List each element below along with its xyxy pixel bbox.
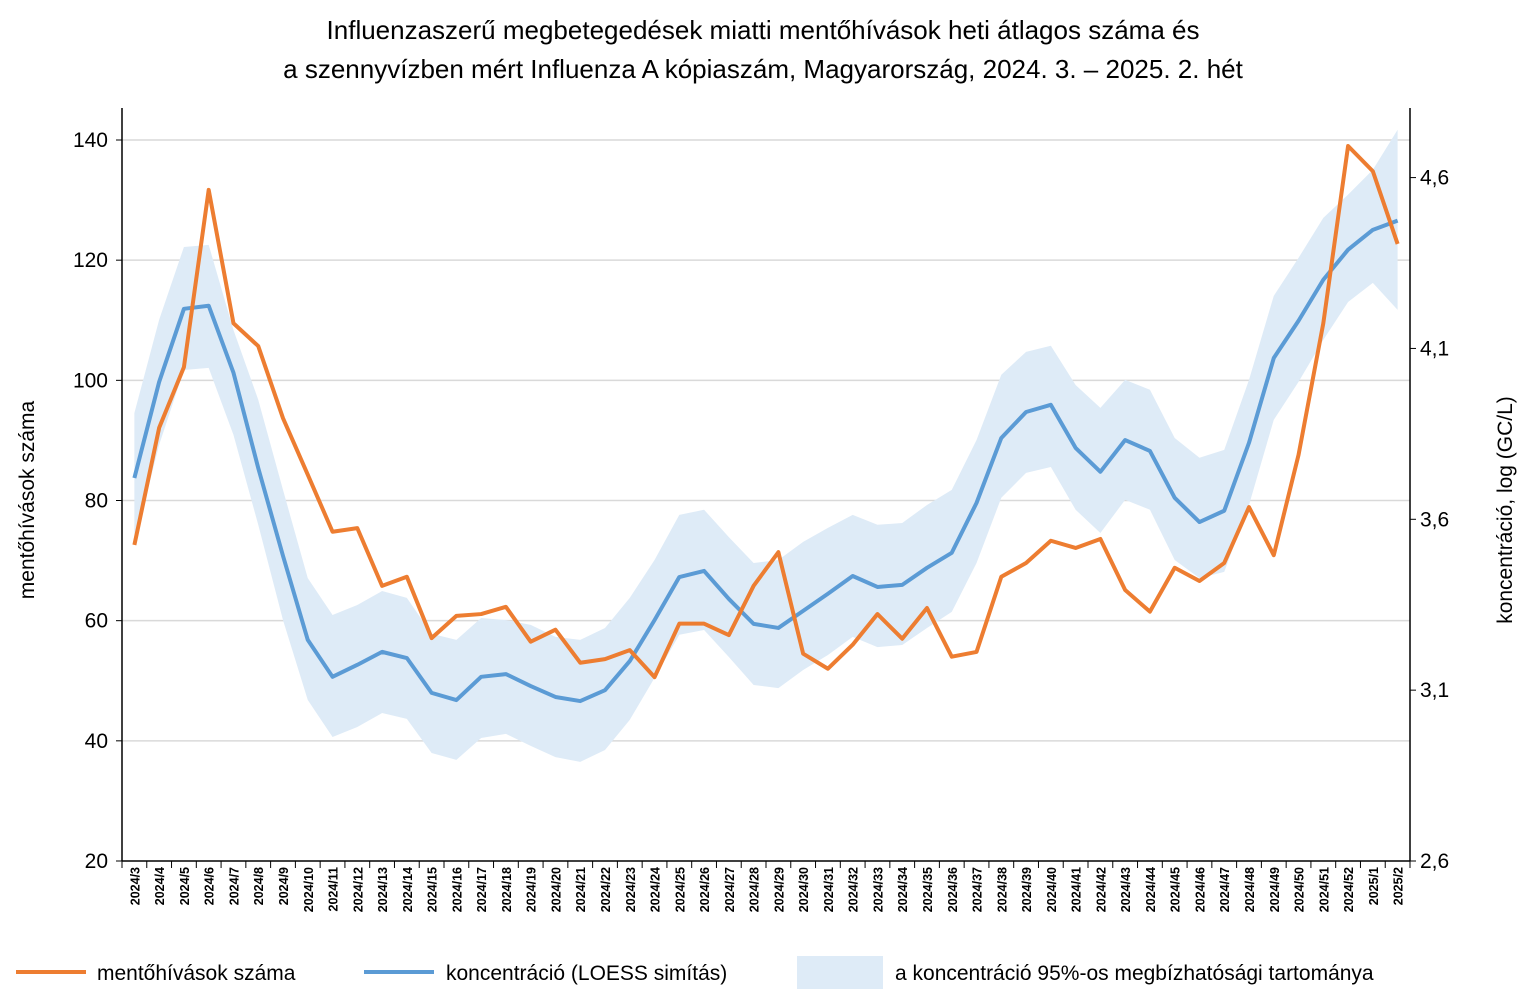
legend-label-band: a koncentráció 95%-os megbízhatósági tar…	[895, 962, 1374, 985]
x-tick-label: 2024/41	[1070, 867, 1084, 912]
x-tick-label: 2024/27	[723, 867, 737, 912]
x-tick-label: 2024/3	[128, 867, 142, 905]
x-tick-label: 2024/13	[376, 867, 390, 912]
chart-title-line2: a szennyvízben mért Influenza A kópiaszá…	[283, 54, 1243, 84]
x-tick-label: 2024/9	[277, 867, 291, 905]
y2-tick-label: 3,1	[1420, 679, 1449, 702]
legend-swatch-band	[797, 956, 883, 989]
x-tick-label: 2024/32	[847, 867, 861, 912]
x-tick-label: 2024/45	[1169, 867, 1183, 912]
x-tick-label: 2024/44	[1144, 867, 1158, 912]
y-tick-label: 20	[85, 850, 108, 873]
x-tick-label: 2025/1	[1367, 867, 1381, 905]
x-tick-label: 2024/25	[673, 867, 687, 912]
y2-tick-label: 2,6	[1420, 850, 1449, 873]
x-tick-label: 2024/20	[549, 867, 563, 912]
y2-tick-label: 3,6	[1420, 508, 1449, 531]
x-tick-label: 2024/50	[1293, 867, 1307, 912]
x-tick-label: 2024/16	[450, 867, 464, 912]
x-tick-label: 2024/37	[971, 867, 985, 912]
x-tick-label: 2024/49	[1268, 867, 1282, 912]
x-tick-label: 2024/36	[946, 867, 960, 912]
x-tick-label: 2024/33	[871, 867, 885, 912]
x-tick-label: 2024/17	[475, 867, 489, 912]
x-tick-label: 2024/19	[525, 867, 539, 912]
x-tick-label: 2024/29	[772, 867, 786, 912]
y2-axis-label: koncentráció, log (GC/L)	[1494, 396, 1517, 624]
x-tick-label: 2024/43	[1119, 867, 1133, 912]
x-tick-label: 2024/26	[698, 867, 712, 912]
x-tick-label: 2024/34	[896, 867, 910, 912]
x-tick-label: 2024/23	[624, 867, 638, 912]
y2-tick-label: 4,1	[1420, 337, 1449, 360]
x-tick-label: 2024/31	[822, 867, 836, 912]
y-tick-label: 80	[85, 490, 108, 513]
x-tick-label: 2025/2	[1392, 867, 1406, 905]
x-tick-label: 2024/39	[1020, 867, 1034, 912]
legend-label-calls: mentőhívások száma	[97, 962, 296, 985]
x-tick-label: 2024/51	[1317, 867, 1331, 912]
x-tick-label: 2024/14	[401, 867, 415, 912]
x-tick-label: 2024/52	[1342, 867, 1356, 912]
y-axis-label: mentőhívások száma	[16, 400, 39, 599]
x-tick-label: 2024/28	[748, 867, 762, 912]
x-tick-label: 2024/15	[426, 867, 440, 912]
plot-area: 20 40 60 80 100 120 140 2,6 3,1 3,6 4,1 4,6 2024/3 20…	[73, 108, 1449, 912]
x-tick-label: 2024/18	[500, 867, 514, 912]
x-tick-label: 2024/46	[1193, 867, 1207, 912]
y-tick-label: 140	[73, 129, 108, 152]
y-tick-label: 60	[85, 610, 108, 633]
x-tick-label: 2024/7	[227, 867, 241, 905]
x-tick-label: 2024/38	[995, 867, 1009, 912]
x-tick-label: 2024/22	[599, 867, 613, 912]
x-tick-label: 2024/11	[327, 867, 341, 912]
x-tick-label: 2024/40	[1045, 867, 1059, 912]
legend-label-concentration: koncentráció (LOESS simítás)	[446, 962, 727, 985]
x-tick-label: 2024/42	[1094, 867, 1108, 912]
chart-title-line1: Influenzaszerű megbetegedések miatti men…	[327, 15, 1200, 45]
x-tick-label: 2024/30	[797, 867, 811, 912]
y-tick-label: 40	[85, 730, 108, 753]
y2-tick-label: 4,6	[1420, 167, 1449, 190]
x-tick-label: 2024/5	[178, 867, 192, 905]
x-tick-label: 2024/10	[302, 867, 316, 912]
legend: mentőhívások száma koncentráció (LOESS s…	[16, 956, 1374, 989]
y-tick-label: 100	[73, 369, 108, 392]
x-tick-label: 2024/35	[921, 867, 935, 912]
x-tick-label: 2024/12	[351, 867, 365, 912]
x-tick-label: 2024/48	[1243, 867, 1257, 912]
x-tick-label: 2024/6	[203, 867, 217, 905]
x-tick-label: 2024/47	[1218, 867, 1232, 912]
x-tick-label: 2024/21	[574, 867, 588, 912]
x-tick-label: 2024/4	[153, 867, 167, 905]
x-tick-label: 2024/8	[252, 867, 266, 905]
x-tick-label: 2024/24	[649, 867, 663, 912]
y-tick-label: 120	[73, 249, 108, 272]
